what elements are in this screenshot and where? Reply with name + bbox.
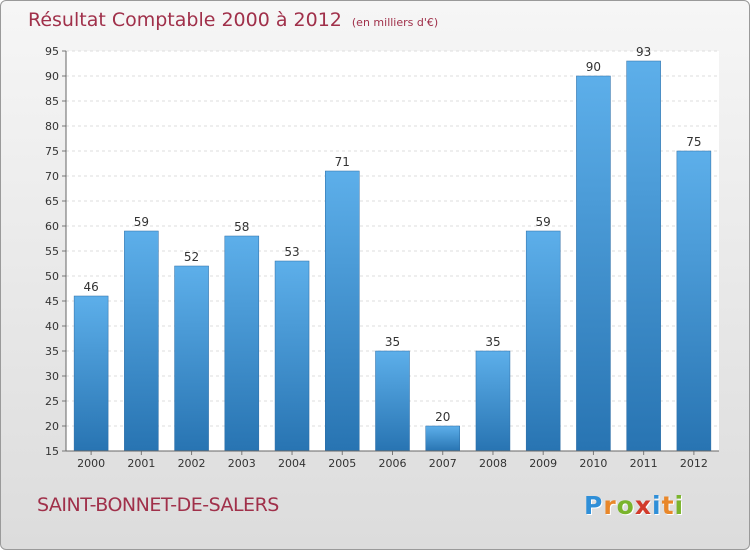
y-tick-label: 90: [45, 70, 59, 83]
logo-letter: o: [616, 491, 635, 520]
bar-2009: [525, 230, 561, 452]
data-label-2003: 58: [234, 220, 249, 234]
bar-2004: [274, 260, 310, 452]
x-tick-label-2009: 2009: [529, 457, 557, 470]
bar-2008: [475, 350, 511, 452]
commune-name: SAINT-BONNET-DE-SALERS: [37, 494, 279, 516]
bar-2012: [676, 150, 712, 452]
logo-letter: r: [603, 491, 617, 520]
data-label-2009: 59: [536, 215, 551, 229]
data-label-2001: 59: [134, 215, 149, 229]
data-label-2011: 93: [636, 45, 651, 59]
y-tick-label: 60: [45, 220, 59, 233]
bar-2001: [124, 230, 159, 452]
data-label-2004: 53: [284, 245, 299, 259]
y-tick-label: 35: [45, 345, 59, 358]
y-tick-label: 65: [45, 195, 59, 208]
x-tick-label-2006: 2006: [379, 457, 407, 470]
y-tick-label: 30: [45, 370, 59, 383]
x-tick-label-2002: 2002: [178, 457, 206, 470]
y-tick-label: 70: [45, 170, 59, 183]
y-tick-label: 15: [45, 445, 59, 458]
x-tick-label-2004: 2004: [278, 457, 306, 470]
x-tick-label-2008: 2008: [479, 457, 507, 470]
data-label-2010: 90: [586, 60, 601, 74]
y-tick-label: 25: [45, 395, 59, 408]
data-label-2006: 35: [385, 335, 400, 349]
bar-2010: [576, 75, 611, 452]
bar-2011: [626, 60, 661, 452]
chart-title: Résultat Comptable 2000 à 2012 (en millie…: [28, 9, 438, 31]
x-tick-label-2000: 2000: [77, 457, 105, 470]
y-tick-label: 95: [45, 45, 59, 58]
y-tick-label: 80: [45, 120, 59, 133]
data-label-2007: 20: [435, 410, 450, 424]
data-label-2000: 46: [83, 280, 98, 294]
data-label-2002: 52: [184, 250, 199, 264]
data-label-2012: 75: [686, 135, 701, 149]
title-main: Résultat Comptable 2000 à 2012: [28, 9, 342, 31]
x-tick-label-2003: 2003: [228, 457, 256, 470]
logo-letter: t: [661, 491, 675, 520]
bar-2000: [73, 295, 109, 452]
y-tick-label: 55: [45, 245, 59, 258]
y-tick-label: 75: [45, 145, 59, 158]
y-tick-label: 40: [45, 320, 59, 333]
logo-letter: P: [584, 491, 604, 520]
x-tick-label-2011: 2011: [630, 457, 658, 470]
logo-letter: i: [674, 491, 685, 520]
bar-2002: [174, 265, 209, 452]
logo-letter: i: [652, 491, 662, 520]
bar-2006: [375, 350, 410, 452]
x-tick-label-2012: 2012: [680, 457, 708, 470]
x-tick-label-2005: 2005: [328, 457, 356, 470]
bar-2005: [325, 170, 360, 452]
bar-2003: [224, 235, 260, 452]
x-tick-label-2010: 2010: [579, 457, 607, 470]
y-tick-label: 20: [45, 420, 59, 433]
bar-2007: [425, 425, 460, 452]
logo-letter: x: [634, 491, 652, 520]
proxiti-logo: Proxiti: [584, 491, 684, 520]
data-label-2008: 35: [485, 335, 500, 349]
x-tick-label-2007: 2007: [429, 457, 457, 470]
title-unit: (en milliers d'€): [351, 16, 439, 29]
x-tick-label-2001: 2001: [127, 457, 155, 470]
data-label-2005: 71: [335, 155, 350, 169]
y-tick-label: 50: [45, 270, 59, 283]
y-tick-label: 45: [45, 295, 59, 308]
y-tick-label: 85: [45, 95, 59, 108]
